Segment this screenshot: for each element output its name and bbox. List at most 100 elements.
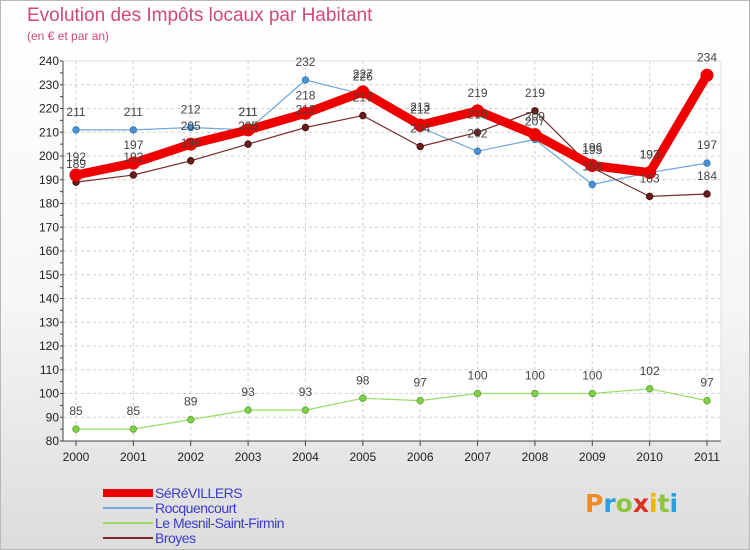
logo-letter: o [615,489,633,518]
logo-letter: i [669,489,679,518]
y-tick-label: 140 [39,292,59,306]
logo-letter: P [585,489,604,518]
data-point [473,389,482,398]
legend-item-rocquencourt: Rocquencourt [103,499,284,516]
proxiti-logo: Proxiti [585,489,678,518]
data-point [585,159,599,172]
data-point [301,406,310,414]
data-point [301,76,310,84]
logo-letter: x [632,489,649,518]
data-point [700,68,714,82]
data-point [531,107,539,115]
data-label: 211 [239,105,258,119]
data-label: 198 [181,136,201,150]
data-point [301,123,310,132]
data-point [471,104,485,118]
y-tick-label: 190 [39,173,59,187]
legend-label: Rocquencourt [155,499,237,516]
legend-swatch [103,488,153,497]
data-label: 197 [697,138,717,152]
data-label: 97 [414,376,428,390]
legend-label: Le Mesnil-Saint-Firmin [155,514,285,531]
data-label: 102 [640,364,660,378]
data-point [473,147,482,155]
data-point [356,85,370,99]
data-label: 189 [66,157,86,171]
data-point [129,171,138,179]
y-tick-label: 180 [39,197,59,211]
data-label: 100 [525,369,545,383]
data-label: 205 [238,119,258,133]
chart-title: Evolution des Impôts locaux par Habitant [27,5,373,26]
x-tick-label: 2004 [292,450,319,464]
data-label: 197 [123,138,143,152]
data-label: 211 [66,105,85,119]
data-point [298,106,312,120]
data-point [187,415,195,424]
data-label: 193 [640,148,660,162]
data-label: 89 [184,395,198,409]
data-point [416,396,424,405]
x-tick-label: 2002 [177,450,204,464]
x-tick-label: 2010 [636,450,663,464]
data-label: 219 [525,86,545,100]
y-tick-label: 120 [39,339,59,353]
y-tick-label: 90 [46,410,60,424]
data-point [244,406,252,414]
data-label: 234 [697,50,717,64]
data-label: 93 [241,385,255,399]
chart-subtitle: (en € et par an) [27,29,110,43]
data-label: 207 [525,114,545,128]
data-label: 98 [356,373,370,387]
y-tick-label: 220 [39,102,59,116]
data-label: 213 [410,100,430,114]
data-label: 219 [468,86,488,100]
data-point [528,128,542,142]
x-tick-label: 2006 [407,450,434,464]
y-tick-label: 150 [39,268,59,282]
data-point [187,157,195,165]
legend-item-broyes: Broyes [103,529,284,546]
data-label: 93 [299,385,313,399]
data-point [69,168,83,182]
x-tick-label: 2007 [464,450,491,464]
series-line [75,110,708,197]
y-tick-label: 240 [39,54,59,68]
data-point [416,142,424,151]
data-label: 100 [468,369,488,383]
data-label: 211 [239,105,258,119]
data-label: 212 [295,103,315,117]
x-tick-label: 2009 [579,450,606,464]
legend-label: SéRéVILLERS [155,484,243,501]
series-line [71,70,712,180]
data-label: 232 [295,55,315,69]
data-point [126,156,140,170]
data-point [184,137,198,151]
data-label: 218 [295,88,315,102]
y-tick-label: 110 [40,363,59,377]
data-point [359,111,367,120]
data-label: 188 [582,160,602,174]
data-label: 211 [124,105,143,119]
data-point [703,396,711,405]
legend-label: Broyes [155,529,196,546]
data-label: 184 [697,169,717,183]
data-point [588,389,596,398]
y-tick-label: 170 [39,220,59,234]
data-point [413,118,427,132]
logo-letter: r [603,489,616,518]
data-label: 183 [640,171,660,185]
data-point [129,126,138,134]
data-label: 210 [468,107,488,121]
data-point [187,123,195,132]
x-tick-label: 2003 [235,450,262,464]
data-label: 192 [66,150,86,164]
data-label: 217 [353,91,373,105]
data-point [703,159,711,167]
legend-item-serevillers: SéRéVILLERS [103,484,284,501]
data-point [72,126,80,134]
data-label: 227 [353,67,373,81]
y-tick-label: 100 [39,387,59,401]
